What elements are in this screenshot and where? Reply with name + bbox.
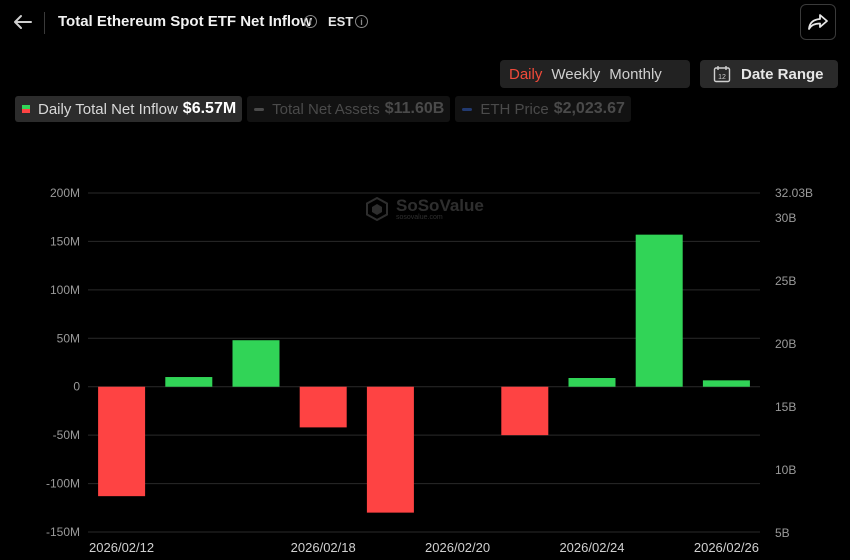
bar-2026-02-26[interactable] bbox=[702, 380, 750, 387]
bar-2026-02-25[interactable] bbox=[635, 234, 683, 387]
y-right-tick-label: 20B bbox=[775, 337, 796, 351]
legend-swatch-net-inflow bbox=[22, 105, 30, 113]
page-title: Total Ethereum Spot ETF Net Inflow bbox=[58, 13, 312, 30]
watermark: SoSoValue sosovalue.com bbox=[364, 196, 484, 222]
x-tick-label: 2026/02/12 bbox=[89, 540, 154, 555]
bar-2026-02-23[interactable] bbox=[501, 386, 549, 436]
y-right-tick-label: 5B bbox=[775, 526, 790, 540]
x-tick-label: 2026/02/18 bbox=[291, 540, 356, 555]
bar-2026-02-18[interactable] bbox=[299, 386, 347, 428]
y-left-tick-label: 50M bbox=[57, 331, 80, 345]
legend-name: ETH Price bbox=[480, 100, 549, 118]
date-range-label: Date Range bbox=[741, 65, 824, 83]
calendar-icon: 12 bbox=[713, 66, 731, 83]
back-button[interactable] bbox=[10, 10, 36, 34]
legend: Daily Total Net Inflow $6.57M Total Net … bbox=[15, 96, 636, 122]
back-arrow-icon bbox=[14, 15, 32, 29]
period-daily[interactable]: Daily bbox=[509, 65, 543, 83]
y-right-tick-label: 15B bbox=[775, 400, 796, 414]
y-right-tick-label: 25B bbox=[775, 274, 796, 288]
legend-value: $6.57M bbox=[182, 100, 237, 117]
legend-item-eth-price[interactable]: ETH Price $2,023.67 bbox=[455, 96, 631, 122]
bar-2026-02-17[interactable] bbox=[232, 340, 280, 387]
timezone-info-icon[interactable]: i bbox=[355, 15, 368, 28]
x-tick-label: 2026/02/26 bbox=[694, 540, 759, 555]
legend-swatch-total-net-assets bbox=[254, 107, 265, 111]
date-range-button[interactable]: 12 Date Range bbox=[700, 60, 838, 88]
legend-name: Total Net Assets bbox=[272, 100, 380, 118]
y-left-tick-label: 100M bbox=[50, 283, 80, 297]
header-divider bbox=[44, 12, 45, 34]
legend-name: Daily Total Net Inflow bbox=[38, 100, 178, 118]
period-weekly[interactable]: Weekly bbox=[551, 65, 601, 83]
y-left-tick-label: -150M bbox=[46, 525, 80, 539]
bar-2026-02-13[interactable] bbox=[165, 377, 213, 387]
bar-2026-02-19[interactable] bbox=[366, 386, 414, 513]
bar-2026-02-12[interactable] bbox=[98, 386, 146, 497]
bar-2026-02-24[interactable] bbox=[568, 377, 616, 387]
watermark-sub: sosovalue.com bbox=[396, 213, 443, 221]
y-left-tick-label: 0 bbox=[73, 380, 80, 394]
legend-item-net-inflow[interactable]: Daily Total Net Inflow $6.57M bbox=[15, 96, 243, 122]
period-selector: Daily Weekly Monthly bbox=[500, 60, 690, 88]
y-right-tick-label: 32.03B bbox=[775, 186, 813, 200]
y-left-tick-label: 150M bbox=[50, 234, 80, 248]
legend-value: $11.60B bbox=[384, 100, 445, 117]
share-button[interactable] bbox=[800, 4, 836, 40]
y-left-tick-label: 200M bbox=[50, 186, 80, 200]
y-left-tick-label: -50M bbox=[53, 428, 80, 442]
calendar-icon-number: 12 bbox=[718, 74, 726, 81]
x-tick-label: 2026/02/20 bbox=[425, 540, 490, 555]
legend-item-total-net-assets[interactable]: Total Net Assets $11.60B bbox=[247, 96, 451, 122]
title-info-icon[interactable]: i bbox=[304, 15, 317, 28]
y-right-tick-label: 10B bbox=[775, 463, 796, 477]
y-right-tick-label: 30B bbox=[775, 211, 796, 225]
period-monthly[interactable]: Monthly bbox=[609, 65, 662, 83]
sosovalue-logo-icon bbox=[366, 196, 388, 222]
y-left-tick-label: -100M bbox=[46, 477, 80, 491]
header: Total Ethereum Spot ETF Net Inflow i EST… bbox=[0, 0, 850, 46]
share-icon bbox=[808, 14, 828, 30]
x-tick-label: 2026/02/24 bbox=[559, 540, 624, 555]
watermark-name: SoSoValue bbox=[396, 195, 484, 215]
timezone-label: EST bbox=[328, 14, 354, 29]
legend-swatch-eth-price bbox=[462, 107, 473, 111]
legend-value: $2,023.67 bbox=[553, 100, 625, 117]
